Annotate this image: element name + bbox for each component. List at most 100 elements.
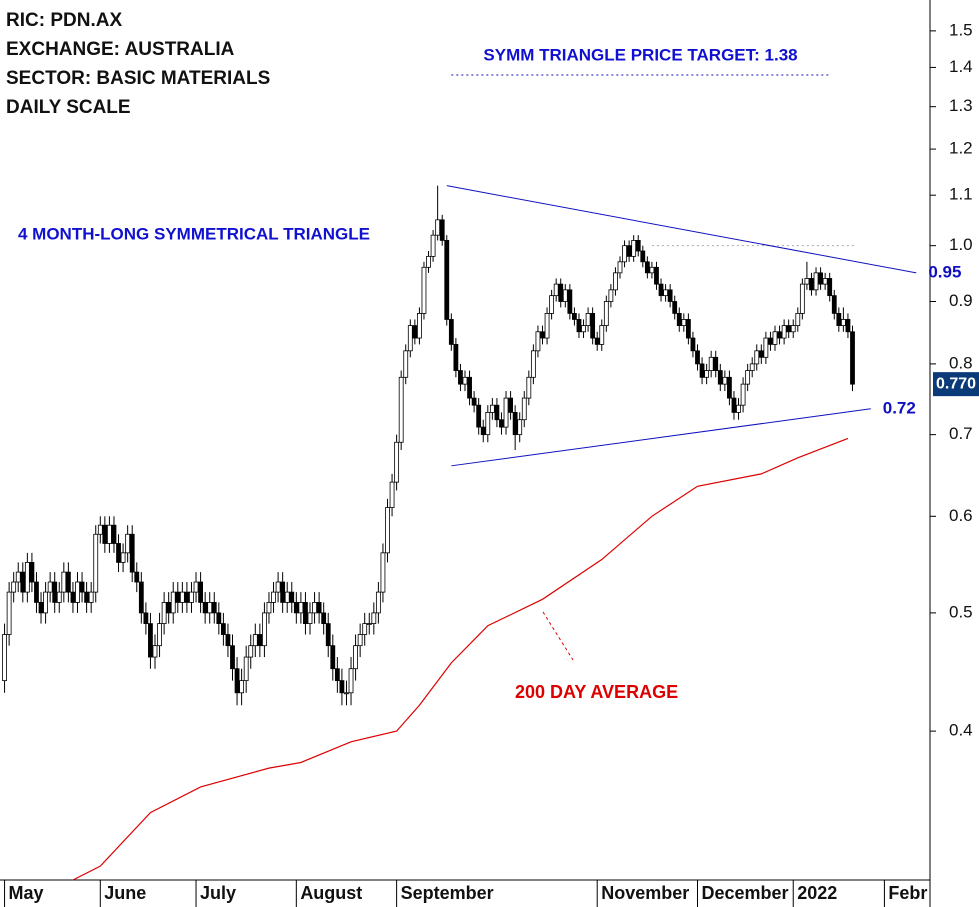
candle-body (535, 331, 541, 352)
candle-body (239, 680, 245, 694)
candle-body (540, 331, 545, 339)
candle-body (704, 370, 710, 378)
candle-body (590, 313, 596, 339)
candle-body (439, 219, 445, 241)
candle-body (799, 283, 805, 314)
candle-body (781, 325, 787, 339)
candle-body (558, 283, 564, 302)
candle-body (850, 331, 855, 385)
candle-body (576, 319, 582, 333)
candle-body (476, 404, 482, 428)
candle-body (120, 552, 126, 563)
candle-body (225, 634, 231, 647)
candle-body (6, 591, 12, 635)
candle-body (526, 376, 532, 399)
candle-body (134, 571, 140, 583)
candle-body (695, 350, 700, 365)
candle-body (257, 634, 263, 647)
candle-body (603, 301, 609, 326)
candle-body (234, 668, 240, 694)
candle-body (252, 634, 258, 647)
candle-body (713, 356, 719, 371)
info-text: DAILY SCALE (6, 97, 131, 118)
candle-body (458, 370, 463, 385)
candle-body (430, 234, 436, 257)
candle-body (357, 634, 363, 647)
trendline (451, 408, 871, 467)
candle-body (43, 591, 48, 614)
candle-body (818, 272, 823, 285)
candle-body (622, 245, 627, 263)
candle-body (699, 363, 705, 378)
candle-body (822, 278, 828, 285)
candle-body (280, 581, 286, 603)
candle-body (403, 350, 409, 378)
candle-body (11, 581, 17, 593)
candle-body (599, 325, 605, 345)
candle-body (717, 370, 723, 385)
last-price-box (933, 372, 979, 397)
candle-body (435, 219, 441, 236)
candle-body (768, 337, 773, 345)
candle-body (572, 313, 577, 320)
candle-body (790, 325, 796, 333)
y-tick-label: 0.7 (949, 424, 973, 443)
candle-body (389, 481, 395, 508)
candle-body (499, 419, 504, 428)
candle-body (262, 612, 267, 647)
candle-body (827, 278, 833, 297)
candle-body (772, 331, 778, 345)
candle-body (202, 602, 208, 614)
y-tick-label: 0.4 (949, 721, 973, 740)
candle-body (613, 272, 618, 291)
candle-body (20, 571, 26, 593)
candle-body (690, 337, 696, 352)
candle-body (562, 289, 568, 302)
candle-body (521, 397, 527, 421)
info-text: EXCHANGE: AUSTRALIA (6, 39, 235, 60)
candle-body (644, 261, 650, 274)
x-tick-label: August (300, 883, 362, 903)
candle-body (138, 581, 144, 614)
info-text: SECTOR: BASIC MATERIALS (6, 68, 270, 89)
candle-body (494, 404, 500, 421)
candle-body (421, 266, 427, 314)
candle-body (426, 255, 431, 268)
x-tick-label: June (104, 883, 146, 903)
candle-body (453, 343, 459, 371)
y-tick-label: 0.6 (949, 506, 973, 525)
candle-body (65, 571, 71, 593)
candle-body (148, 623, 153, 658)
candle-body (795, 313, 801, 326)
candle-body (380, 552, 386, 593)
candle-body (754, 350, 760, 365)
candle-body (731, 397, 737, 413)
candle-body (334, 668, 340, 682)
candle-body (75, 581, 80, 603)
candle-body (2, 634, 7, 682)
candle-body (298, 602, 304, 614)
candle-body (617, 261, 623, 274)
candle-body (93, 533, 99, 593)
candle-body (512, 412, 518, 436)
candle-body (47, 581, 53, 593)
candle-body (777, 331, 782, 339)
candle-body (809, 278, 814, 291)
candle-body (626, 245, 632, 257)
x-tick-label: May (9, 883, 44, 903)
candle-body (722, 376, 728, 385)
candle-body (549, 295, 555, 314)
candle-body (266, 602, 272, 614)
y-tick-label: 0.5 (949, 602, 973, 621)
candle-body (307, 612, 313, 624)
candle-body (29, 562, 35, 583)
candle-body (179, 591, 185, 603)
candle-body (248, 645, 254, 658)
candle-body (394, 441, 400, 483)
candle-body (417, 313, 422, 339)
y-tick-label: 0.9 (949, 291, 973, 310)
candle-body (763, 337, 769, 358)
candle-body (129, 533, 135, 573)
candle-body (553, 283, 559, 297)
candle-body (161, 602, 167, 624)
